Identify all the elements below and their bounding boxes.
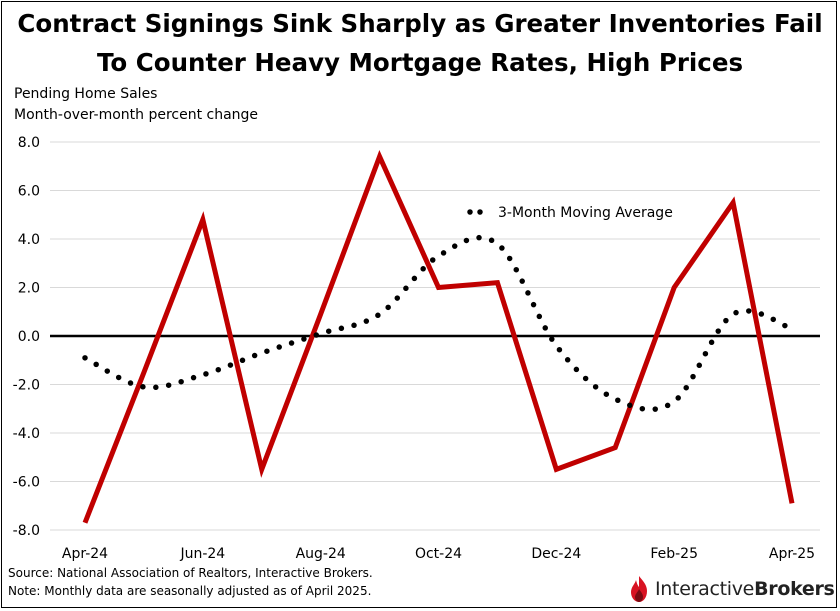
y-tick-label: -6.0 [13,475,40,491]
series-line-pending-home-sales [82,149,795,524]
y-tick-label: -4.0 [13,426,40,442]
y-tick-label: 0.0 [18,329,40,345]
chart-title-line1: Contract Signings Sink Sharply as Greate… [17,9,823,38]
y-tick-label: 8.0 [18,135,40,151]
adjustment-note: Note: Monthly data are seasonally adjust… [8,584,372,598]
y-tick-label: 2.0 [18,281,40,297]
y-tick-label: 4.0 [18,232,40,248]
series-line-moving-average [82,234,795,413]
logo-text-interactive: Interactive [655,578,755,600]
chart-title: Contract Signings Sink Sharply as Greate… [0,4,840,82]
x-tick-label: Oct-24 [415,546,462,562]
x-tick-label: Feb-25 [650,546,698,562]
brokers-flame-icon [631,576,647,602]
logo-text-brokers: Brokers [754,578,835,600]
x-tick-label: Aug-24 [296,546,346,562]
legend-label-moving-average: 3-Month Moving Average [498,205,673,221]
y-tick-label: 6.0 [18,184,40,200]
chart-subtitle-unit: Month-over-month percent change [14,107,259,123]
logo-text: InteractiveBrokers [655,578,835,600]
x-tick-label: Jun-24 [179,546,225,562]
y-tick-label: -8.0 [13,523,40,539]
x-tick-label: Apr-24 [62,546,108,562]
source-note: Source: National Association of Realtors… [8,566,373,580]
x-tick-label: Dec-24 [531,546,581,562]
interactive-brokers-logo: InteractiveBrokers [627,574,835,604]
chart-subtitle-series: Pending Home Sales [14,86,158,102]
x-tick-label: Apr-25 [769,546,815,562]
y-tick-label: -2.0 [13,378,40,394]
chart-title-line2: To Counter Heavy Mortgage Rates, High Pr… [96,48,744,77]
